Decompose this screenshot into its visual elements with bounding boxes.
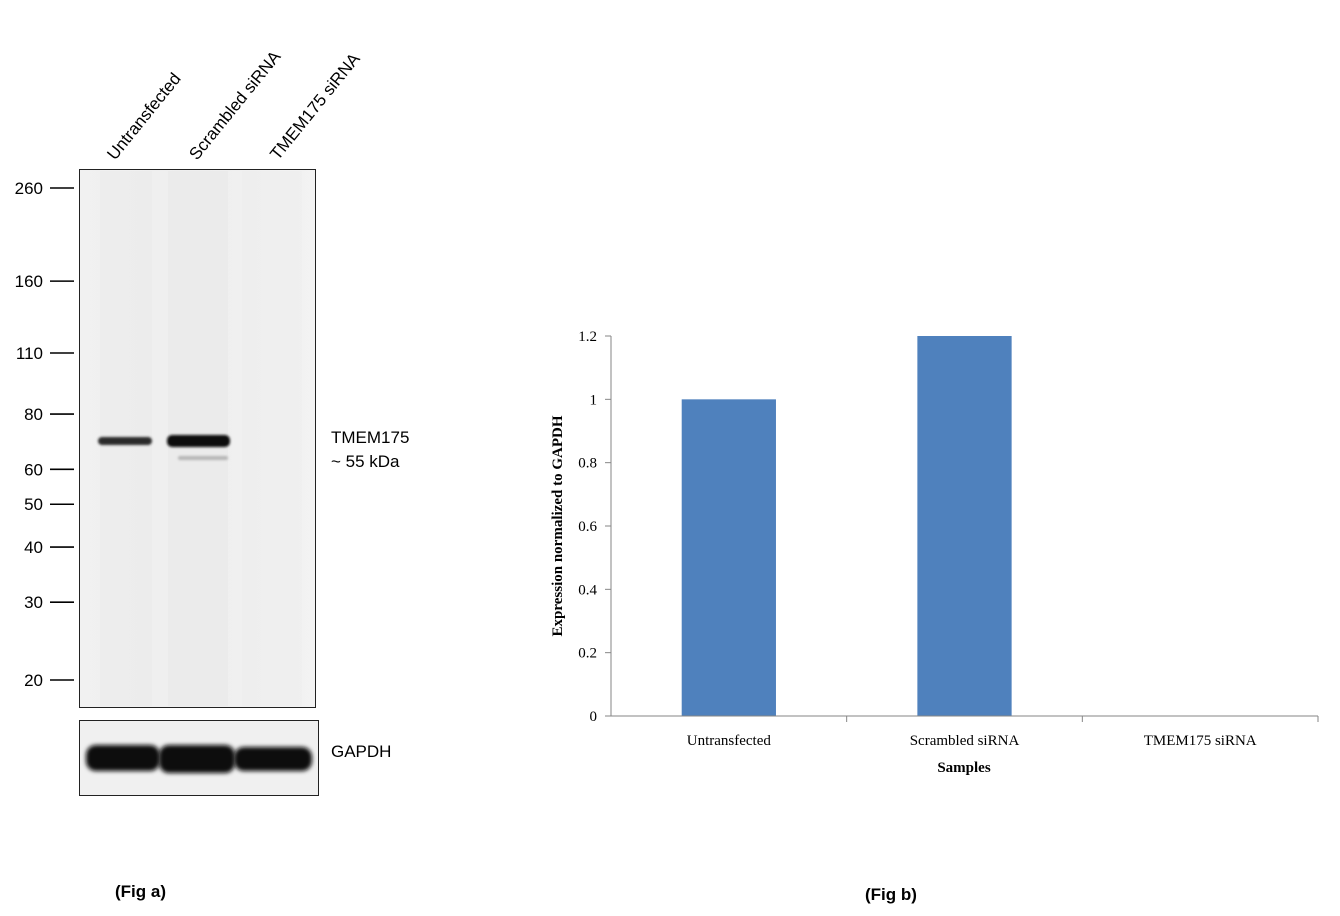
marker-label: 80 (24, 405, 43, 424)
gapdh-label: GAPDH (331, 742, 391, 761)
gapdh-bands (86, 745, 312, 773)
y-axis-title: Expression normalized to GAPDH (550, 415, 566, 636)
gapdh-band-scrambled (159, 745, 235, 773)
gapdh-band-tmem175 (234, 747, 312, 771)
molecular-weight-markers: 260 160 110 80 60 50 40 30 20 (15, 179, 74, 690)
y-tick-label: 0.4 (578, 582, 597, 598)
x-axis-title: Samples (937, 760, 991, 776)
fig-b-caption: (Fig b) (865, 885, 917, 904)
marker-label: 260 (15, 179, 43, 198)
y-tick-label: 0.2 (578, 646, 597, 662)
bar-chart: 0 0.2 0.4 0.6 0.8 1 1.2 Untransfected Scrambled… (550, 329, 1319, 904)
x-tick-label: Scrambled siRNA (910, 733, 1020, 749)
y-tick-label: 0.8 (578, 456, 597, 472)
y-tick-label: 0 (590, 709, 598, 725)
marker-label: 20 (24, 671, 43, 690)
y-tick-label: 1 (590, 392, 598, 408)
lane-label: Untransfected (103, 69, 184, 163)
y-tick-label: 1.2 (578, 329, 597, 345)
gapdh-band-untransfected (86, 745, 160, 771)
x-tick-label: TMEM175 siRNA (1144, 733, 1257, 749)
y-tick-label: 0.6 (578, 519, 597, 535)
target-protein-label: TMEM175 (331, 428, 409, 447)
marker-label: 50 (24, 495, 43, 514)
y-axis-ticks: 0 0.2 0.4 0.6 0.8 1 1.2 (578, 329, 611, 725)
marker-label: 30 (24, 593, 43, 612)
marker-label: 60 (24, 460, 43, 479)
target-size-label: ~ 55 kDa (331, 452, 400, 471)
bars (681, 336, 1012, 716)
band-untransfected (98, 437, 152, 445)
band-scrambled-minor (178, 456, 228, 460)
fig-a-caption: (Fig a) (115, 882, 166, 901)
tmem175-bands (98, 435, 230, 460)
x-tick-label: Untransfected (687, 733, 772, 749)
lane-label: TMEM175 siRNA (266, 49, 364, 164)
marker-label: 110 (16, 344, 43, 363)
marker-label: 160 (15, 272, 43, 291)
bar (681, 399, 776, 716)
bar (917, 336, 1012, 716)
x-axis-ticks: Untransfected Scrambled siRNA TMEM175 siRN… (687, 716, 1319, 749)
band-scrambled (167, 435, 230, 447)
marker-label: 40 (24, 538, 43, 557)
